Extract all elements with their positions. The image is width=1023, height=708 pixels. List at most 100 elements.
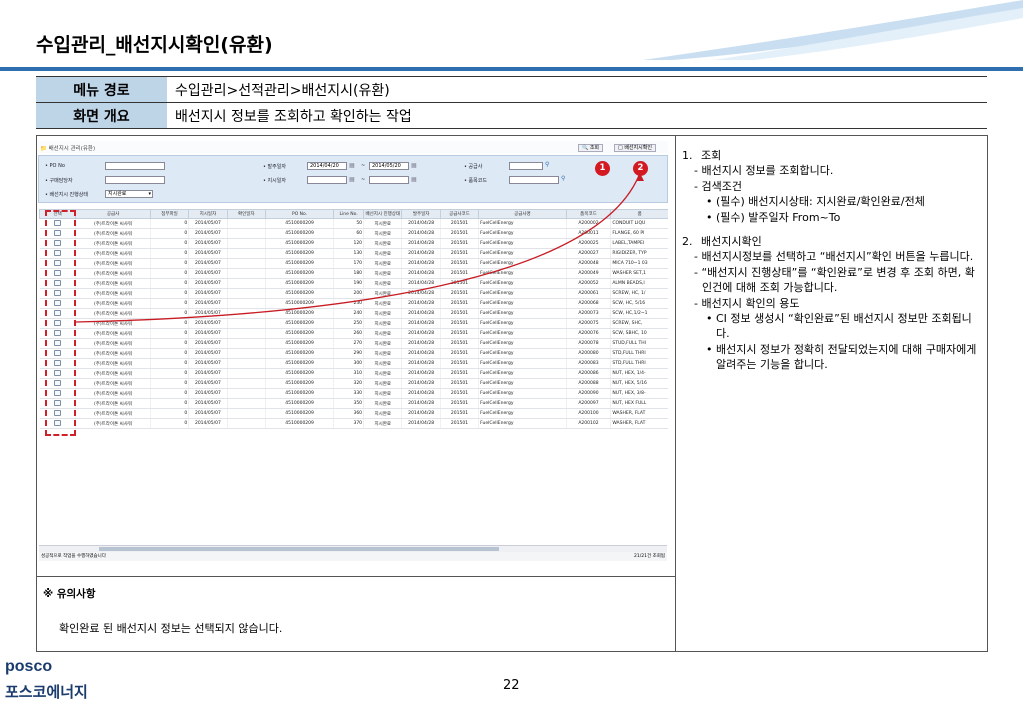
- grid-cell: 2014/05/07: [188, 288, 228, 299]
- row-checkbox[interactable]: [53, 300, 61, 307]
- grid-column-header[interactable]: PO No.: [264, 209, 335, 219]
- grid-status-bar: 성공적으로 작업을 수행하였습니다 21/21건 조회됨: [39, 552, 667, 561]
- grid-horizontal-scrollbar[interactable]: [39, 545, 667, 552]
- table-row[interactable]: (주)트라이톤 씨사워 0 2014/05/07 4510000209 370 지시완료 2…: [39, 418, 668, 429]
- table-row[interactable]: (주)트라이톤 씨사워 0 2014/05/07 4510000209 310 지시완료 2…: [39, 368, 668, 379]
- row-checkbox[interactable]: [53, 380, 61, 387]
- grid-cell: 지시완료: [363, 268, 403, 279]
- table-row[interactable]: (주)트라이톤 씨사워 0 2014/05/07 4510000209 320 지시완료 2…: [39, 378, 668, 389]
- marker-badge-2: 2: [633, 161, 648, 176]
- instruction-date-from-input[interactable]: [307, 176, 347, 184]
- status-select[interactable]: 지시완료 ▾: [105, 190, 153, 198]
- table-row[interactable]: (주)트라이톤 씨사워 0 2014/05/07 4510000209 50 지시완료 20…: [39, 218, 668, 229]
- confirm-instruction-button[interactable]: □ 배선지시확인: [614, 144, 656, 152]
- row-checkbox[interactable]: [53, 370, 61, 377]
- row-checkbox[interactable]: [53, 390, 61, 397]
- supplier-input[interactable]: [509, 162, 543, 170]
- table-row[interactable]: (주)트라이톤 씨사워 0 2014/05/07 4510000209 350 지시완료 2…: [39, 398, 668, 409]
- table-row[interactable]: (주)트라이톤 씨사워 0 2014/05/07 4510000209 300 지시완료 2…: [39, 358, 668, 369]
- table-row[interactable]: (주)트라이톤 씨사워 0 2014/05/07 4510000209 250 지시완료 2…: [39, 318, 668, 329]
- calendar-icon[interactable]: ▦: [411, 162, 417, 169]
- grid-cell: 4510000209: [265, 298, 335, 309]
- grid-cell: 201501: [440, 298, 480, 309]
- grid-cell: 2014/05/07: [188, 228, 228, 239]
- table-row[interactable]: (주)트라이톤 씨사워 0 2014/05/07 4510000209 230 지시완료 2…: [39, 298, 668, 309]
- desc-section-1-title-text: 조회: [701, 149, 722, 162]
- table-row[interactable]: (주)트라이톤 씨사워 0 2014/05/07 4510000209 200 지시완료 2…: [39, 288, 668, 299]
- row-checkbox[interactable]: [53, 220, 61, 227]
- scrollbar-thumb[interactable]: [99, 547, 499, 551]
- row-checkbox[interactable]: [53, 410, 61, 417]
- search-icon[interactable]: ⚲: [561, 175, 566, 182]
- table-row[interactable]: (주)트라이톤 씨사워 0 2014/05/07 4510000209 260 지시완료 2…: [39, 328, 668, 339]
- row-checkbox[interactable]: [53, 360, 61, 367]
- table-row[interactable]: (주)트라이톤 씨사워 0 2014/05/07 4510000209 180 지시완료 2…: [39, 268, 668, 279]
- app-tab[interactable]: 📁 배선지시 관리(유환): [40, 146, 96, 152]
- order-date-from-input[interactable]: 2014/04/20: [307, 162, 347, 170]
- grid-column-header[interactable]: 품: [610, 209, 668, 219]
- row-checkbox[interactable]: [53, 340, 61, 347]
- row-checkbox[interactable]: [53, 400, 61, 407]
- table-row[interactable]: (주)트라이톤 씨사워 0 2014/05/07 4510000209 240 지시완료 2…: [39, 308, 668, 319]
- grid-column-header[interactable]: 공급사: [75, 209, 151, 219]
- table-row[interactable]: (주)트라이톤 씨사워 0 2014/05/07 4510000209 190 지시완료 2…: [39, 278, 668, 289]
- row-checkbox[interactable]: [53, 320, 61, 327]
- grid-column-header[interactable]: 배선지시 진행상태: [363, 209, 403, 219]
- row-checkbox[interactable]: [53, 260, 61, 267]
- grid-cell: A200100: [566, 408, 612, 419]
- grid-column-header[interactable]: 품목코드: [565, 209, 612, 219]
- row-checkbox[interactable]: [53, 310, 61, 317]
- grid-cell: 201501: [440, 328, 480, 339]
- grid-column-header[interactable]: 공급사코드: [439, 209, 480, 219]
- row-checkbox[interactable]: [53, 240, 61, 247]
- table-row[interactable]: (주)트라이톤 씨사워 0 2014/05/07 4510000209 270 지시완료 2…: [39, 338, 668, 349]
- grid-cell: 2014/05/07: [188, 248, 228, 259]
- table-row[interactable]: (주)트라이톤 씨사워 0 2014/05/07 4510000209 60 지시완료 20…: [39, 228, 668, 239]
- grid-cell: (주)트라이톤 씨사워: [75, 408, 151, 419]
- grid-cell: 4510000209: [265, 378, 335, 389]
- grid-column-header[interactable]: 확인일자: [226, 209, 266, 219]
- po-no-input[interactable]: [105, 162, 165, 170]
- calendar-icon[interactable]: ▦: [349, 176, 355, 183]
- grid-cell: [227, 338, 266, 349]
- search-icon[interactable]: ⚲: [545, 161, 550, 168]
- calendar-icon[interactable]: ▦: [411, 176, 417, 183]
- table-row[interactable]: (주)트라이톤 씨사워 0 2014/05/07 4510000209 170 지시완료 2…: [39, 258, 668, 269]
- grid-cell: 0: [150, 368, 190, 379]
- row-checkbox[interactable]: [53, 290, 61, 297]
- table-row[interactable]: (주)트라이톤 씨사워 0 2014/05/07 4510000209 120 지시완료 2…: [39, 238, 668, 249]
- search-button[interactable]: 🔍 조회: [578, 144, 604, 152]
- grid-cell: [227, 388, 266, 399]
- table-row[interactable]: (주)트라이톤 씨사워 0 2014/05/07 4510000209 360 지시완료 2…: [39, 408, 668, 419]
- row-checkbox[interactable]: [53, 270, 61, 277]
- grid-cell: 60: [333, 228, 365, 239]
- calendar-icon[interactable]: ▦: [349, 162, 355, 169]
- table-row[interactable]: (주)트라이톤 씨사워 0 2014/05/07 4510000209 330 지시완료 2…: [39, 388, 668, 399]
- grid-column-header[interactable]: 공급사명: [478, 209, 567, 219]
- row-checkbox[interactable]: [53, 230, 61, 237]
- grid-cell: 201501: [440, 288, 480, 299]
- item-code-input[interactable]: [509, 176, 559, 184]
- desc-line: • 배선지시 정보가 정확히 전달되었는지에 대해 구매자에게 알려주는 기능을…: [706, 342, 977, 372]
- posco-energy-logo: 포스코에너지: [5, 683, 88, 701]
- row-checkbox[interactable]: [53, 420, 61, 427]
- grid-cell: FuelCellEnergy: [478, 308, 567, 319]
- marker-badge-1: 1: [595, 161, 610, 176]
- order-date-to-input[interactable]: 2014/05/20: [369, 162, 409, 170]
- instruction-date-to-input[interactable]: [369, 176, 409, 184]
- row-checkbox[interactable]: [53, 330, 61, 337]
- table-row[interactable]: (주)트라이톤 씨사워 0 2014/05/07 4510000209 290 지시완료 2…: [39, 348, 668, 359]
- notice-text: 확인완료 된 배선지시 정보는 선택되지 않습니다.: [59, 622, 283, 635]
- grid-column-header[interactable]: Line No.: [333, 209, 365, 219]
- grid-column-header[interactable]: 첨부파일: [149, 209, 190, 219]
- grid-column-header[interactable]: 발주일자: [401, 209, 441, 219]
- row-checkbox[interactable]: [53, 350, 61, 357]
- status-label: • 배선지시 진행상태: [45, 192, 88, 198]
- row-checkbox[interactable]: [53, 280, 61, 287]
- grid-column-header[interactable]: 지시일자: [188, 209, 228, 219]
- buyer-input[interactable]: [105, 176, 165, 184]
- row-checkbox[interactable]: [53, 250, 61, 257]
- grid-cell: 270: [333, 338, 365, 349]
- grid-cell: [227, 398, 266, 409]
- table-row[interactable]: (주)트라이톤 씨사워 0 2014/05/07 4510000209 130 지시완료 2…: [39, 248, 668, 259]
